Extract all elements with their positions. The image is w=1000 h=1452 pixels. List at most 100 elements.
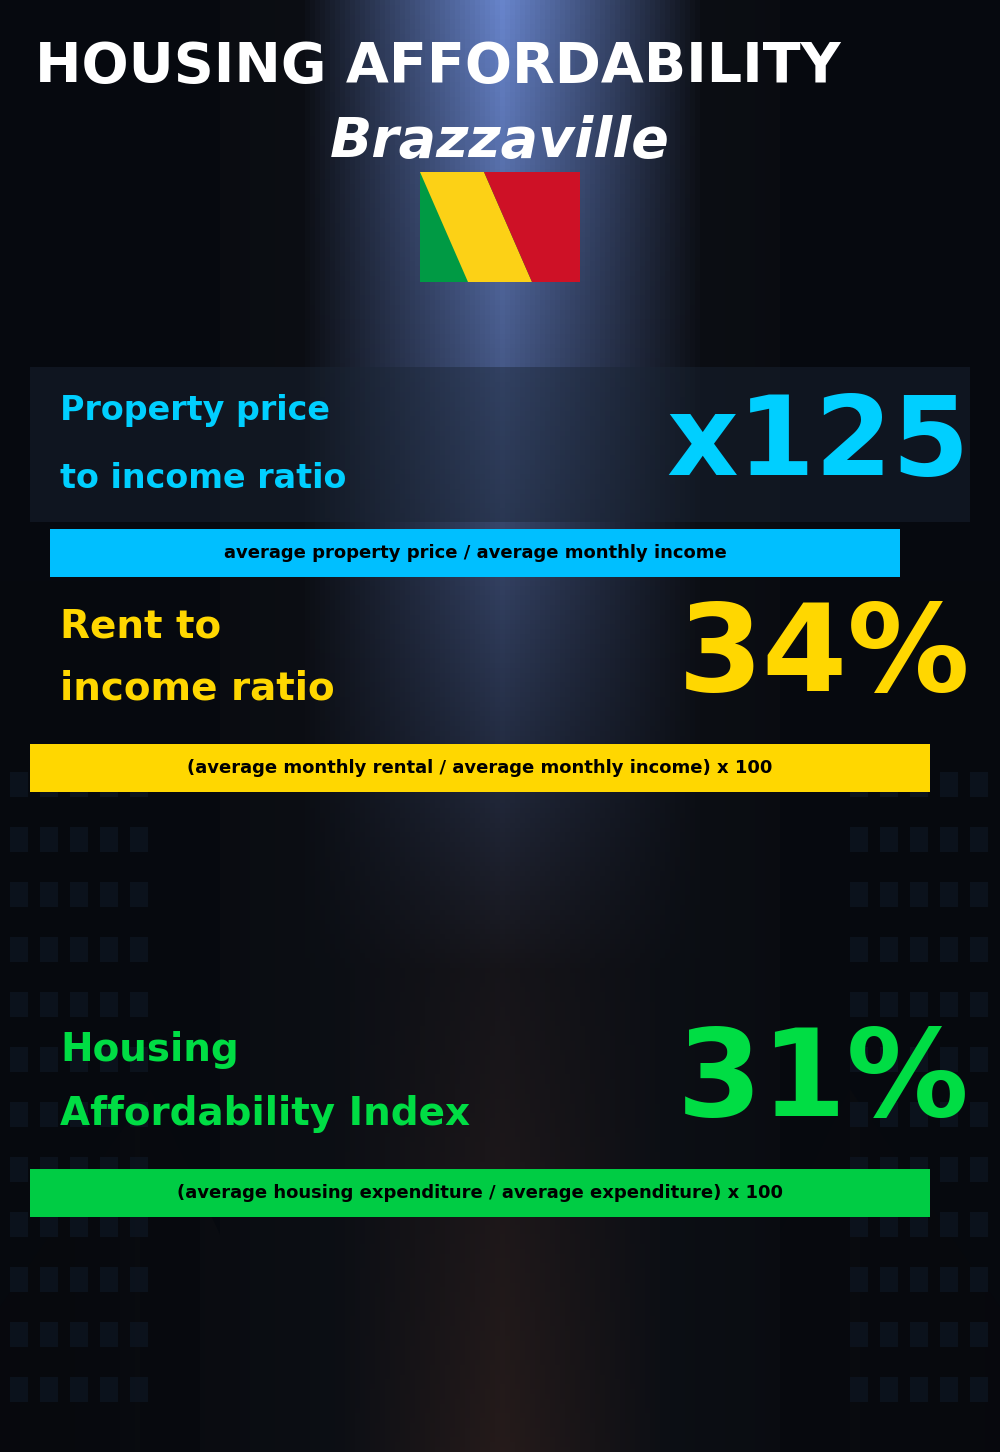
Bar [130,937,148,963]
Bar [40,992,58,1016]
Bar [40,1376,58,1403]
Bar [970,828,988,852]
Text: Property price: Property price [60,393,330,427]
Text: Rent to: Rent to [60,608,221,646]
Bar [130,1157,148,1182]
Bar [940,1102,958,1127]
Bar [100,881,118,908]
Bar [850,1268,868,1292]
Bar [880,1047,898,1072]
Polygon shape [0,0,80,1016]
Bar [850,828,868,852]
Bar [100,1212,118,1237]
Bar [880,1212,898,1237]
Bar [970,992,988,1016]
Bar [40,1321,58,1347]
FancyBboxPatch shape [30,743,930,791]
Bar [70,992,88,1016]
Bar [10,1212,28,1237]
Bar [10,1376,28,1403]
Bar [130,1268,148,1292]
Bar [40,772,58,797]
Bar [40,1047,58,1072]
Bar [940,937,958,963]
Bar [70,1157,88,1182]
Bar [70,1102,88,1127]
Bar [10,828,28,852]
Bar [910,992,928,1016]
Bar [100,1157,118,1182]
Bar [970,1102,988,1127]
Bar [100,992,118,1016]
Polygon shape [920,0,1000,1016]
Bar [780,900,850,1452]
Text: 31%: 31% [677,1024,970,1140]
Bar [910,828,928,852]
Text: (average housing expenditure / average expenditure) x 100: (average housing expenditure / average e… [177,1183,783,1202]
Text: Brazzaville: Brazzaville [330,115,670,168]
FancyBboxPatch shape [420,171,580,282]
Bar [880,799,940,1452]
Bar [40,1212,58,1237]
Bar [130,1376,148,1403]
FancyBboxPatch shape [30,1169,930,1217]
Bar [10,1321,28,1347]
Bar [940,1321,958,1347]
Bar [880,772,898,797]
Bar [100,1321,118,1347]
Bar [10,937,28,963]
Bar [10,1102,28,1127]
Bar [100,1376,118,1403]
Bar [910,1102,928,1127]
Bar [130,1102,148,1127]
Bar [880,828,898,852]
Bar [910,1321,928,1347]
Bar [940,772,958,797]
Bar [940,1212,958,1237]
Bar [70,1047,88,1072]
Bar [10,881,28,908]
Bar [850,772,868,797]
Bar [850,992,868,1016]
Bar [910,881,928,908]
Bar [910,1376,928,1403]
Bar [70,799,120,1452]
Bar [70,1212,88,1237]
Bar [850,1376,868,1403]
Polygon shape [0,0,220,1307]
Bar [100,828,118,852]
Bar [10,1157,28,1182]
Bar [130,992,148,1016]
Bar [970,1157,988,1182]
Text: (average monthly rental / average monthly income) x 100: (average monthly rental / average monthl… [187,759,773,777]
Bar [70,1268,88,1292]
Bar [850,1212,868,1237]
Bar [850,1157,868,1182]
Bar [70,828,88,852]
Bar [10,1047,28,1072]
Bar [970,1047,988,1072]
Bar [860,581,1000,1452]
FancyBboxPatch shape [50,529,900,576]
Polygon shape [420,171,532,282]
Bar [850,937,868,963]
Bar [130,828,148,852]
Bar [910,937,928,963]
Bar [40,828,58,852]
Bar [910,1212,928,1237]
Polygon shape [484,171,580,282]
FancyBboxPatch shape [30,367,970,523]
Bar [100,1047,118,1072]
Bar [130,881,148,908]
Text: 34%: 34% [677,598,970,716]
Bar [0,581,100,1452]
Bar [70,937,88,963]
Text: HOUSING AFFORDABILITY: HOUSING AFFORDABILITY [35,41,841,94]
Bar [100,1102,118,1127]
Bar [10,992,28,1016]
Bar [880,1376,898,1403]
Text: average property price / average monthly income: average property price / average monthly… [224,544,726,562]
Bar [100,1268,118,1292]
Bar [970,881,988,908]
Text: to income ratio: to income ratio [60,462,346,495]
